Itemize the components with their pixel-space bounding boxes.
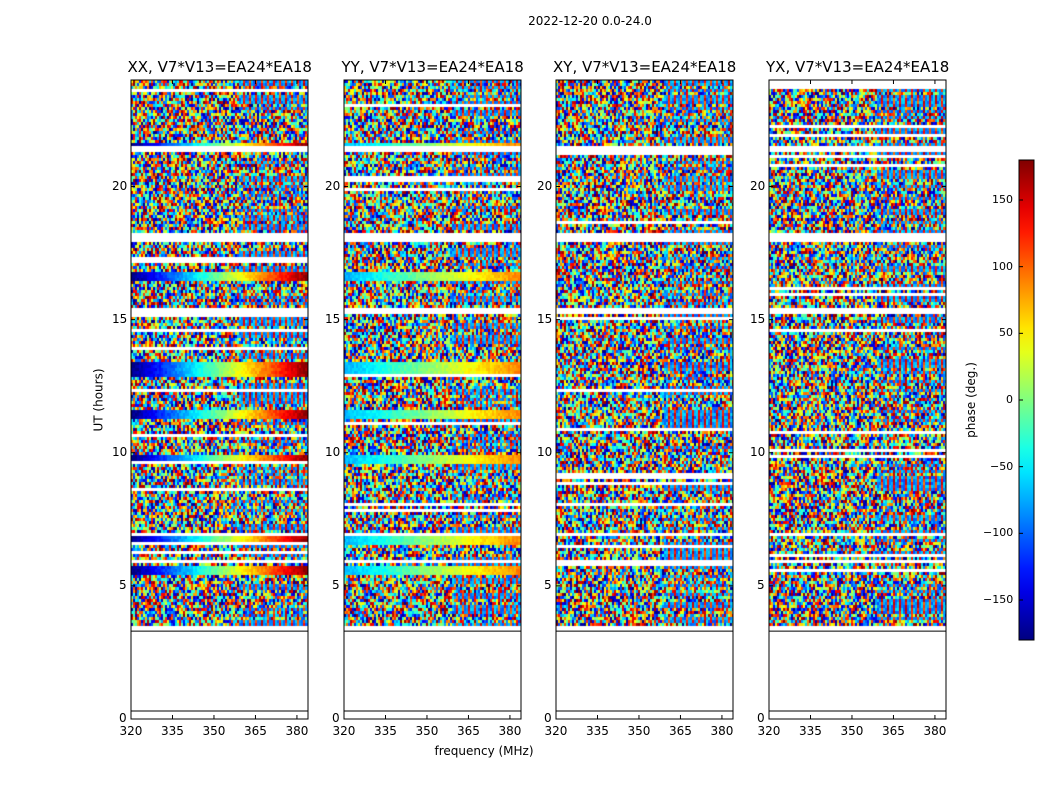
y-tick-label: 5 — [544, 577, 552, 592]
x-tick-label: 350 — [627, 724, 651, 738]
y-tick-label: 0 — [119, 711, 127, 725]
y-tick-label: 20 — [537, 178, 553, 193]
heatmap-image — [769, 80, 946, 719]
x-tick-label: 335 — [585, 724, 609, 738]
axes-frame — [130, 79, 309, 720]
x-tick-label: 380 — [498, 724, 522, 738]
panel-yx — [768, 79, 947, 720]
figure-suptitle: 2022-12-20 0.0-24.0 — [528, 14, 652, 28]
x-tick-label: 365 — [881, 724, 905, 738]
y-tick-label: 20 — [750, 178, 766, 193]
panel-xy — [555, 79, 734, 720]
panel-title: XY, V7*V13=EA24*EA18 — [553, 58, 737, 76]
x-tick-label: 320 — [544, 724, 568, 738]
y-tick-label: 5 — [119, 577, 127, 592]
x-tick-label: 365 — [243, 724, 267, 738]
colorbar-tick-label: −150 — [983, 593, 1014, 606]
x-tick-label: 365 — [668, 724, 692, 738]
y-tick-label: 15 — [325, 311, 341, 326]
axes-frame — [343, 79, 522, 720]
x-tick-label: 380 — [923, 724, 947, 738]
x-tick-label: 320 — [332, 724, 356, 738]
y-tick-label: 20 — [112, 178, 128, 193]
x-tick-label: 380 — [710, 724, 734, 738]
x-tick-label: 350 — [840, 724, 864, 738]
axes-frame — [768, 79, 947, 720]
heatmap-image — [131, 80, 308, 719]
heatmap-image — [344, 80, 521, 719]
colorbar-tick-label: −100 — [983, 526, 1014, 540]
panel-xx — [130, 79, 309, 720]
y-tick-label: 20 — [325, 178, 341, 193]
y-tick-label: 15 — [750, 311, 766, 326]
y-tick-label: 15 — [112, 311, 128, 326]
panel-yy — [343, 79, 522, 720]
x-tick-label: 350 — [202, 724, 226, 738]
y-tick-label: 5 — [332, 577, 340, 592]
x-tick-label: 335 — [373, 724, 397, 738]
panel-title: XX, V7*V13=EA24*EA18 — [127, 58, 312, 76]
x-axis-label: frequency (MHz) — [434, 744, 534, 758]
y-tick-label: 10 — [112, 444, 128, 459]
y-tick-label: 10 — [750, 444, 766, 459]
colorbar-tick-label: 0 — [1006, 393, 1013, 406]
x-tick-label: 320 — [119, 724, 143, 738]
x-tick-label: 350 — [415, 724, 439, 738]
y-tick-label: 0 — [544, 711, 552, 725]
x-tick-label: 365 — [456, 724, 480, 738]
y-tick-label: 5 — [757, 577, 765, 592]
x-tick-label: 335 — [798, 724, 822, 738]
x-tick-label: 320 — [757, 724, 781, 738]
colorbar-tick-label: 150 — [992, 193, 1013, 206]
y-tick-label: 0 — [332, 711, 340, 725]
axes-frame — [555, 79, 734, 720]
x-tick-label: 335 — [160, 724, 184, 738]
colorbar-label: phase (deg.) — [963, 362, 978, 438]
y-axis-label: UT (hours) — [91, 368, 106, 432]
panel-title: YX, V7*V13=EA24*EA18 — [766, 58, 950, 76]
y-tick-label: 15 — [537, 311, 553, 326]
heatmap-image — [556, 80, 733, 719]
panel-title: YY, V7*V13=EA24*EA18 — [341, 58, 524, 76]
y-tick-label: 0 — [757, 711, 765, 725]
x-tick-label: 380 — [285, 724, 309, 738]
y-tick-label: 10 — [325, 444, 341, 459]
colorbar-tick-label: −50 — [990, 459, 1014, 473]
colorbar-tick-label: 100 — [992, 259, 1013, 273]
colorbar-tick-label: 50 — [999, 326, 1013, 340]
y-tick-label: 10 — [537, 444, 553, 459]
